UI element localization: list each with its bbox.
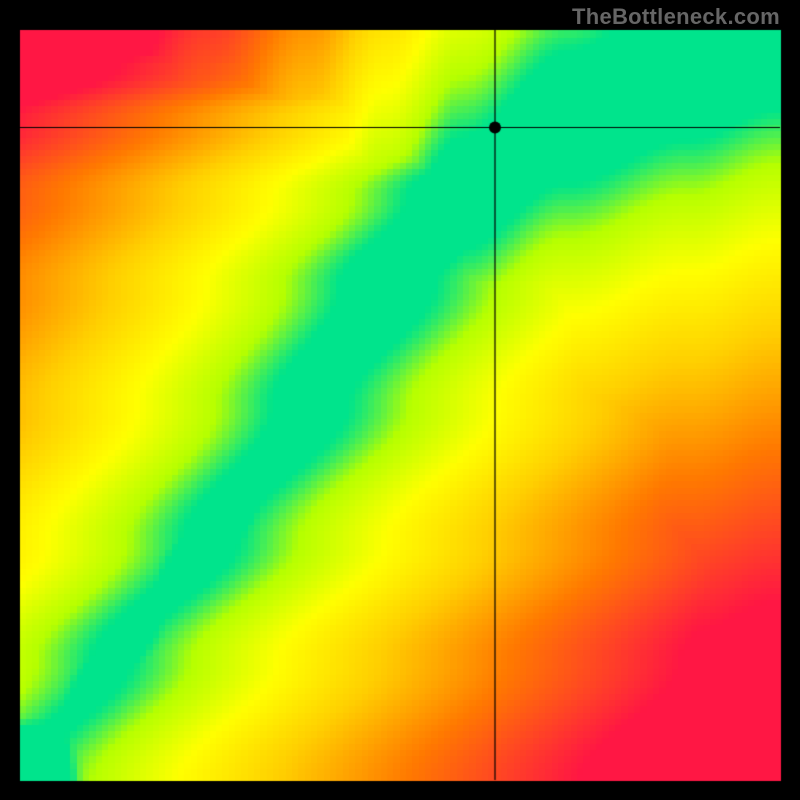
- chart-container: TheBottleneck.com: [0, 0, 800, 800]
- heatmap-canvas: [0, 0, 800, 800]
- watermark-text: TheBottleneck.com: [572, 4, 780, 30]
